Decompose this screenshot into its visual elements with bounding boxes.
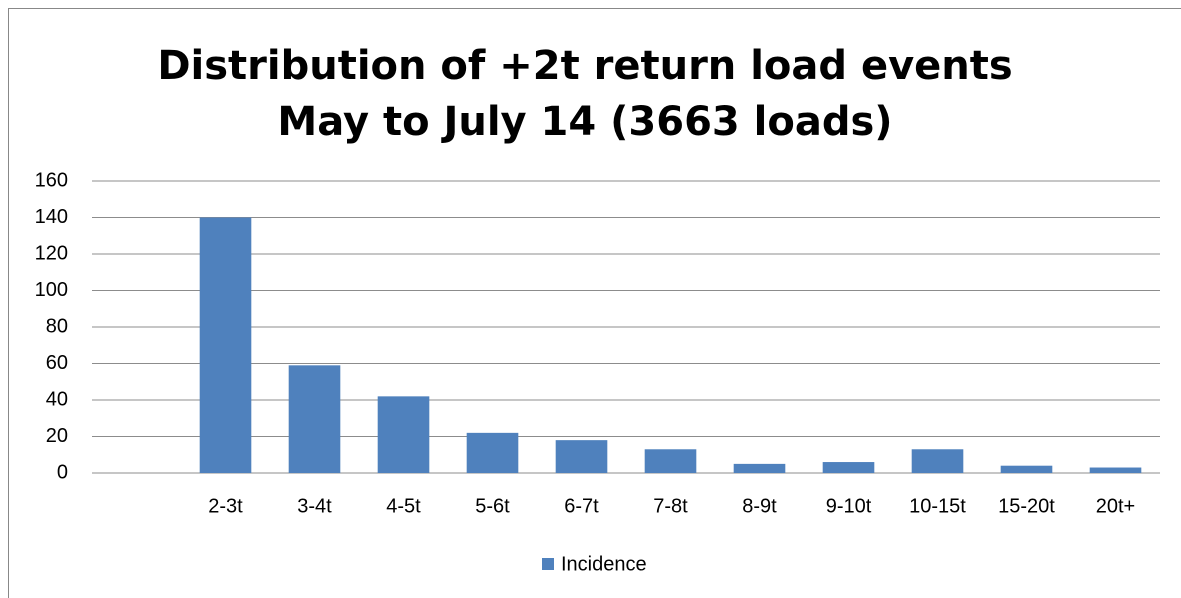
y-tick-label: 40 — [46, 388, 68, 410]
bar — [733, 463, 786, 473]
x-tick-label: 15-20t — [998, 495, 1055, 517]
legend-swatch — [542, 558, 554, 570]
y-tick-label: 0 — [57, 461, 68, 483]
x-tick-label: 4-5t — [386, 495, 421, 517]
bar — [1000, 465, 1053, 473]
x-tick-label: 7-8t — [653, 495, 688, 517]
bar — [911, 449, 964, 473]
y-tick-label: 80 — [46, 315, 68, 337]
x-tick-label: 10-15t — [909, 495, 966, 517]
x-tick-label: 2-3t — [208, 495, 243, 517]
bar — [466, 432, 519, 473]
y-tick-label: 60 — [46, 352, 68, 374]
y-tick-label: 140 — [35, 206, 68, 228]
x-tick-label: 9-10t — [826, 495, 872, 517]
x-tick-label: 5-6t — [475, 495, 510, 517]
chart-border — [8, 8, 1181, 598]
bar — [1089, 467, 1142, 473]
bar — [822, 462, 875, 473]
bar — [377, 396, 430, 473]
x-tick-label: 8-9t — [742, 495, 777, 517]
x-tick-label: 20t+ — [1096, 495, 1135, 517]
bar — [555, 440, 608, 473]
x-tick-label: 6-7t — [564, 495, 599, 517]
y-tick-label: 20 — [46, 425, 68, 447]
y-tick-label: 160 — [35, 169, 68, 191]
bar — [644, 449, 697, 473]
x-tick-label: 3-4t — [297, 495, 332, 517]
legend-label: Incidence — [561, 553, 647, 575]
bar — [199, 217, 252, 473]
chart-title: Distribution of +2t return load events M… — [157, 43, 1013, 145]
bar — [288, 365, 341, 473]
y-tick-label: 120 — [35, 242, 68, 264]
y-tick-label: 100 — [35, 279, 68, 301]
